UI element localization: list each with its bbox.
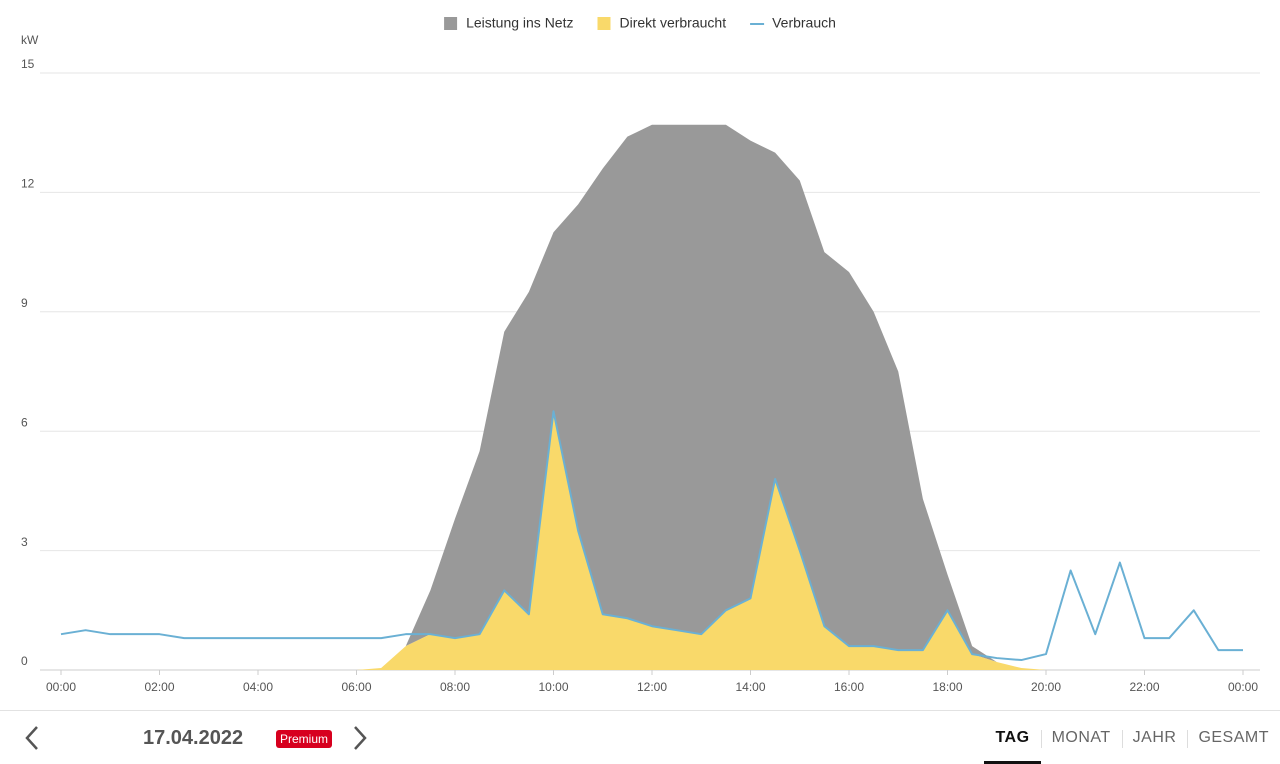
y-tick-label: 12 bbox=[21, 177, 35, 191]
next-button[interactable] bbox=[350, 725, 370, 751]
y-tick-label: 9 bbox=[21, 296, 28, 310]
chart: kW Leistung ins Netz Direkt verbraucht Ver… bbox=[21, 15, 1260, 694]
area-series bbox=[61, 124, 1243, 671]
x-tick-label: 16:00 bbox=[834, 680, 864, 694]
period-tab[interactable]: GESAMT bbox=[1187, 711, 1280, 764]
y-tick-label: 3 bbox=[21, 535, 28, 549]
legend-label: Leistung ins Netz bbox=[466, 15, 573, 31]
legend-item: Leistung ins Netz bbox=[444, 15, 573, 31]
period-tabs: TAG MONAT JAHR GESAMT bbox=[984, 711, 1280, 764]
x-tick-label: 14:00 bbox=[735, 680, 765, 694]
x-tick-label: 06:00 bbox=[341, 680, 371, 694]
y-tick-label: 6 bbox=[21, 415, 28, 429]
x-tick-label: 00:00 bbox=[46, 680, 76, 694]
legend-label: Verbrauch bbox=[772, 15, 836, 31]
date-label: 17.04.2022 bbox=[143, 727, 244, 749]
period-tab[interactable]: MONAT bbox=[1040, 711, 1122, 764]
prev-button[interactable] bbox=[22, 725, 42, 751]
x-tick-label: 08:00 bbox=[440, 680, 470, 694]
x-tick-label: 22:00 bbox=[1129, 680, 1159, 694]
period-tab[interactable]: JAHR bbox=[1121, 711, 1188, 764]
x-tick-label: 04:00 bbox=[243, 680, 273, 694]
x-tick-label: 00:00 bbox=[1228, 680, 1258, 694]
legend-swatch bbox=[597, 17, 611, 30]
legend-item: Verbrauch bbox=[750, 15, 836, 31]
x-tick-label: 20:00 bbox=[1031, 680, 1061, 694]
legend-label: Direkt verbraucht bbox=[619, 15, 726, 31]
period-tab[interactable]: TAG bbox=[984, 711, 1041, 764]
unit-label: kW bbox=[21, 33, 39, 47]
x-tick-label: 02:00 bbox=[144, 680, 174, 694]
x-tick-label: 12:00 bbox=[637, 680, 667, 694]
legend: Leistung ins Netz Direkt verbraucht Verbra… bbox=[444, 15, 836, 31]
x-tick-label: 18:00 bbox=[932, 680, 962, 694]
x-tick-label: 10:00 bbox=[538, 680, 568, 694]
legend-swatch bbox=[444, 17, 458, 30]
y-tick-label: 15 bbox=[21, 57, 35, 71]
line-series bbox=[60, 410, 1243, 662]
legend-item: Direkt verbraucht bbox=[597, 15, 726, 31]
bottom-bar: 17.04.2022 Premium TAG MONAT JAHR GESAMT bbox=[0, 710, 1280, 764]
premium-badge: Premium bbox=[276, 730, 333, 748]
y-tick-label: 0 bbox=[21, 654, 28, 668]
